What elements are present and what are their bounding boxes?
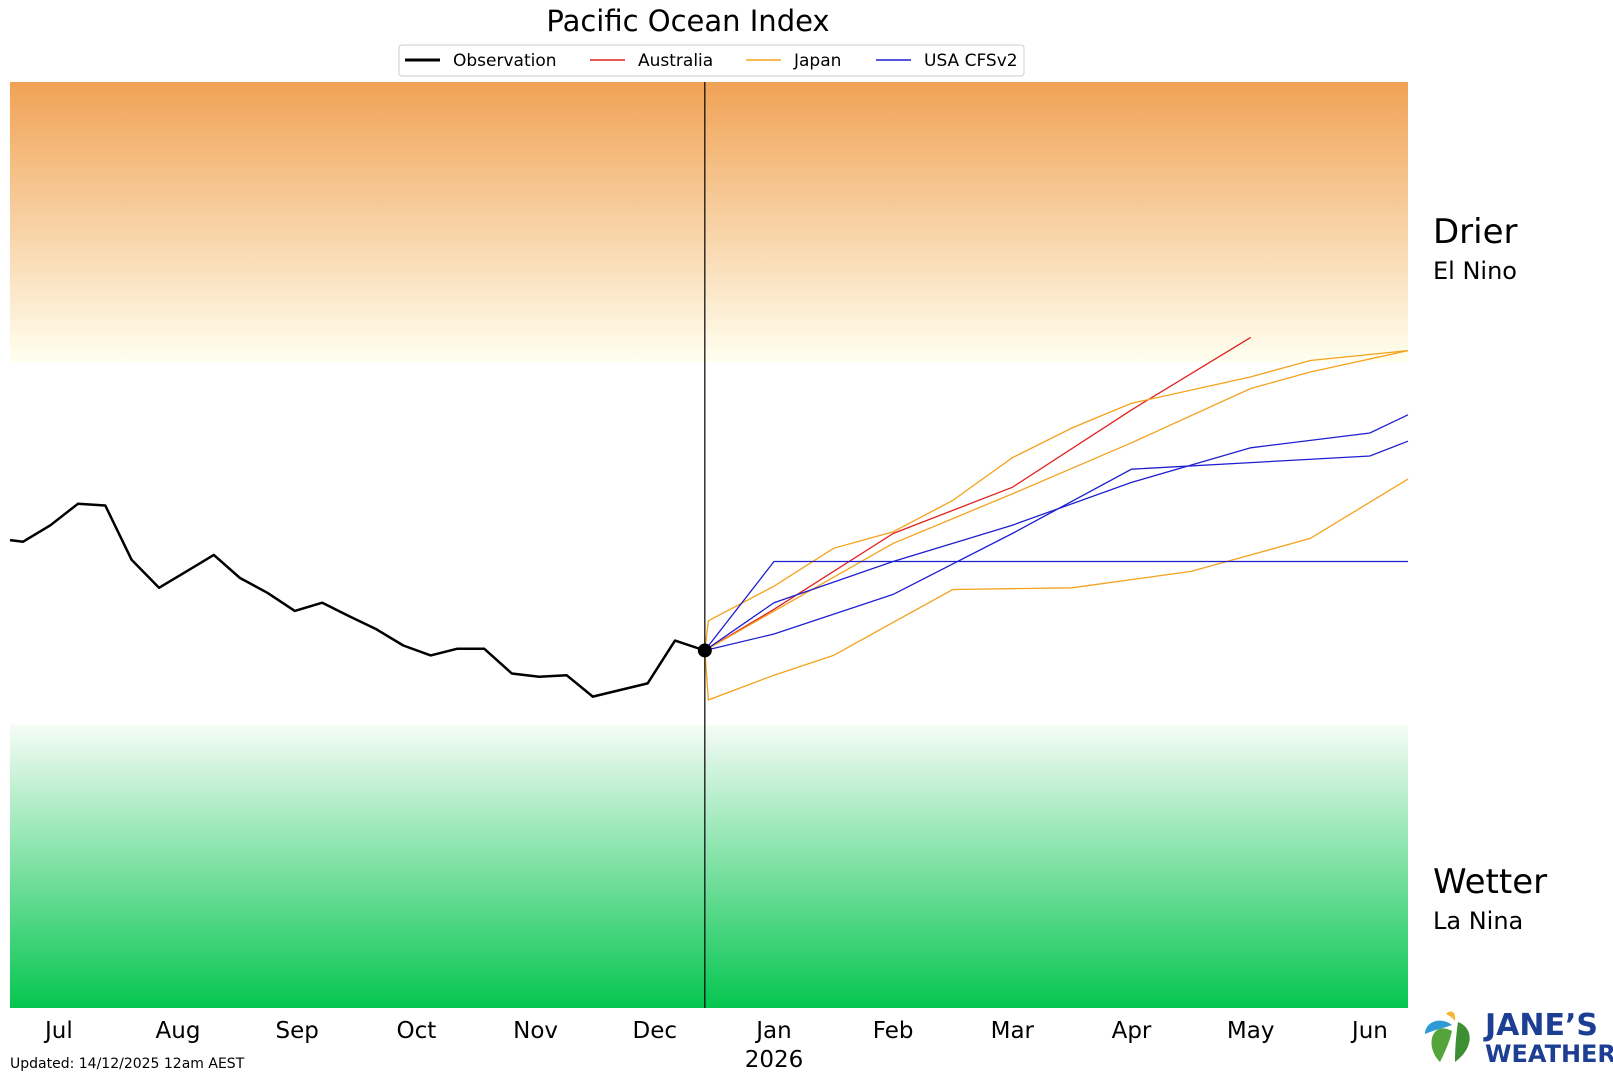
usa-cfsv2-forecast-line-2: [704, 440, 1409, 652]
x-tick-label-nov: Nov: [513, 1018, 558, 1044]
legend-label-australia: Australia: [638, 51, 713, 71]
legend-label-usa-cfsv2: USA CFSv2: [924, 51, 1018, 71]
japan-forecast-line-2: [704, 478, 1409, 701]
latest-observation-marker: [697, 643, 712, 658]
observation-line: [9, 502, 706, 698]
x-tick-label-jun: Jun: [1350, 1018, 1388, 1044]
legend-label-japan: Japan: [793, 51, 841, 71]
la-nina-band: [10, 724, 1408, 1008]
x-tick-label-apr: Apr: [1112, 1018, 1152, 1044]
x-tick-label-may: May: [1227, 1018, 1275, 1044]
australia-forecast-line-1: [704, 336, 1252, 652]
legend-box: [398, 44, 1025, 77]
legend-label-observation: Observation: [453, 51, 557, 71]
x-tick-label-jan: Jan: [754, 1018, 791, 1044]
japan-forecast-line-1: [704, 349, 1409, 651]
x-tick-label-aug: Aug: [156, 1018, 201, 1044]
legend: Observation Australia Japan USA CFSv2: [398, 44, 1025, 77]
x-tick-label-jul: Jul: [43, 1018, 73, 1044]
x-tick-label-mar: Mar: [991, 1018, 1035, 1044]
leaf-logo-icon: [1425, 1011, 1470, 1062]
chart-title: Pacific Ocean Index: [546, 4, 829, 38]
el-nino-label: El Nino: [1433, 257, 1517, 285]
x-tick-label-sep: Sep: [276, 1018, 319, 1044]
brand-name-line2: WEATHER: [1485, 1040, 1613, 1068]
janes-weather-logo: JANE’S WEATHER: [1425, 1008, 1613, 1068]
usa-cfsv2-forecast-line-3: [704, 560, 1408, 651]
wetter-label: Wetter: [1433, 862, 1547, 902]
brand-name-line1: JANE’S: [1483, 1008, 1598, 1043]
usa-cfsv2-forecast-line-1: [704, 414, 1409, 652]
la-nina-label: La Nina: [1433, 907, 1523, 935]
x-tick-label-oct: Oct: [397, 1018, 437, 1044]
x-tick-label-feb: Feb: [873, 1018, 914, 1044]
updated-timestamp: Updated: 14/12/2025 12am AEST: [10, 1056, 245, 1072]
drier-label: Drier: [1433, 212, 1518, 252]
x-axis: Jul Aug Sep Oct Nov Dec Jan Feb Mar Apr May Jun: [43, 1018, 1388, 1044]
japan-forecast-line-3: [704, 349, 1409, 652]
x-tick-year-label: 2026: [745, 1047, 804, 1073]
x-tick-label-dec: Dec: [633, 1018, 678, 1044]
series-layer: [9, 336, 1409, 701]
el-nino-band: [10, 82, 1408, 363]
